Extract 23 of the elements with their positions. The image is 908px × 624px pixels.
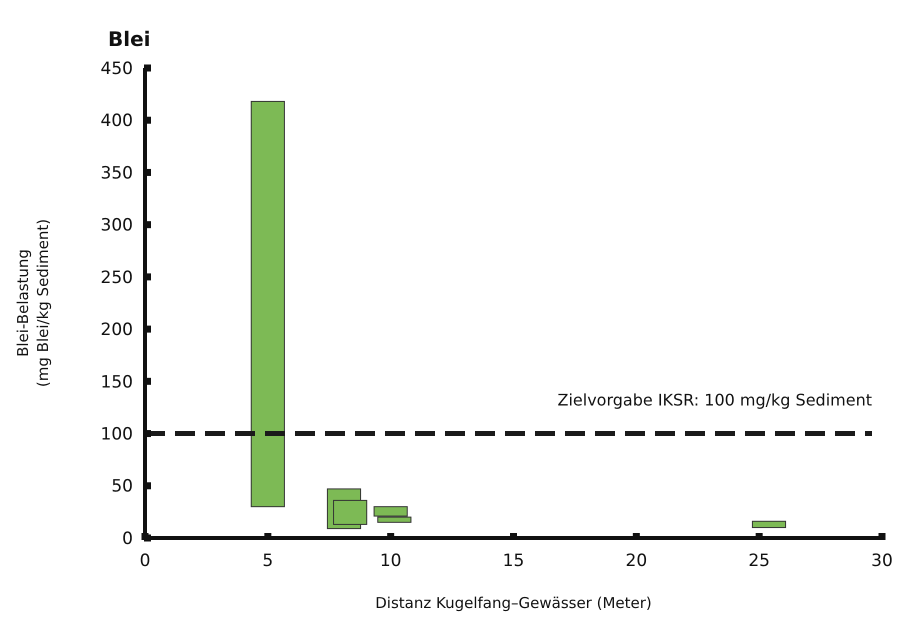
chart-title: Blei (108, 27, 151, 51)
bar (752, 520, 786, 528)
y-tick-label: 350 (100, 163, 133, 184)
y-tick-label: 0 (122, 528, 133, 549)
x-axis-title: Distanz Kugelfang–Gewässer (Meter) (375, 594, 652, 612)
x-tick-label: 30 (871, 551, 893, 571)
bar (250, 100, 285, 508)
y-tick-label: 250 (100, 268, 133, 288)
x-tick-label: 0 (140, 551, 150, 571)
x-tick-label: 25 (748, 551, 770, 571)
y-tick-label: 200 (100, 320, 133, 340)
y-tick-label: 50 (111, 476, 133, 497)
y-tick-label: 100 (100, 424, 133, 445)
x-tick-label: 15 (502, 551, 524, 571)
y-tick-label: 450 (100, 58, 133, 79)
y-axis-title: Blei-Belastung (mg Blei/kg Sediment) (14, 218, 52, 388)
ref-line-label: Zielvorgabe IKSR: 100 mg/kg Sediment (558, 390, 872, 410)
y-tick-label: 300 (100, 216, 133, 236)
y-tick-label: 150 (100, 372, 133, 392)
x-tick-label: 20 (626, 551, 648, 571)
x-tick-label: 10 (380, 551, 402, 571)
y-tick-label: 400 (100, 111, 133, 132)
x-tick-label: 5 (262, 551, 274, 571)
